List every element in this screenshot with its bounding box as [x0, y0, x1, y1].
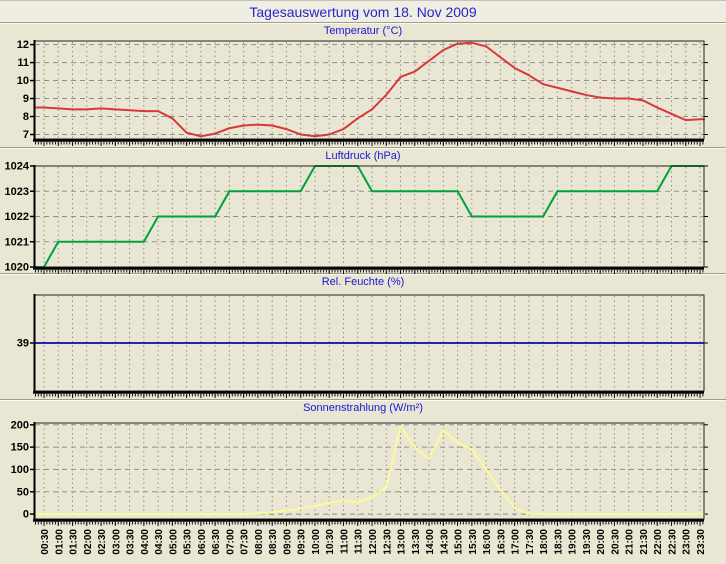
x-tick-label: 17:30: [525, 529, 536, 555]
x-tick-label: 09:00: [282, 529, 293, 555]
x-tick-label: 15:30: [468, 529, 479, 555]
x-tick-label: 01:30: [69, 529, 80, 555]
x-tick-label: 08:00: [254, 529, 265, 555]
y-tick-label: 8: [23, 111, 29, 123]
x-tick-label: 13:00: [397, 529, 408, 555]
x-tick-label: 15:00: [454, 529, 465, 555]
x-tick-label: 16:00: [482, 529, 493, 555]
x-tick-label: 10:30: [325, 529, 336, 555]
x-tick-label: 22:30: [667, 529, 678, 555]
x-tick-label: 02:00: [83, 529, 94, 555]
x-tick-label: 13:30: [411, 529, 422, 555]
y-tick-label: 50: [17, 486, 29, 498]
report-header: Tagesauswertung vom 18. Nov 2009: [0, 1, 726, 22]
y-tick-label: 100: [11, 464, 29, 476]
pressure-chart: 1020 1021 1022 1023 1024: [5, 161, 708, 274]
x-tick-label: 04:00: [140, 529, 151, 555]
x-tick-label: 04:30: [154, 529, 165, 555]
y-tick-label: 1024: [5, 161, 30, 173]
y-tick-label: 1023: [5, 186, 29, 198]
y-tick-label: 200: [11, 419, 29, 431]
x-tick-label: 01:00: [54, 529, 65, 555]
chart-title-temperature: Temperatur (°C): [323, 25, 403, 37]
chart-title-humidity: Rel. Feuchte (%): [321, 276, 405, 288]
y-tick-label: 1020: [5, 262, 29, 274]
x-tick-label: 14:30: [439, 529, 450, 555]
x-tick-label: 05:00: [168, 529, 179, 555]
y-tick-label: 1022: [5, 211, 29, 223]
y-tick-label: 150: [11, 442, 29, 454]
x-tick-label: 18:00: [539, 529, 550, 555]
y-tick-label: 10: [17, 75, 29, 87]
y-tick-label: 39: [17, 338, 29, 350]
x-tick-label: 14:00: [425, 529, 436, 555]
x-tick-label: 22:00: [653, 529, 664, 555]
y-tick-label: 7: [23, 129, 29, 141]
x-tick-label: 03:00: [111, 529, 122, 555]
pressure-series-line: [34, 165, 705, 268]
x-tick-label: 23:30: [696, 529, 707, 555]
x-tick-label: 06:00: [197, 529, 208, 555]
y-tick-label: 12: [17, 39, 29, 51]
y-tick-label: 11: [17, 57, 29, 69]
section-divider: [0, 399, 726, 400]
humidity-chart: 39: [17, 294, 708, 398]
x-tick-label: 03:30: [126, 529, 137, 555]
y-tick-label: 9: [23, 93, 29, 105]
x-tick-label: 21:00: [625, 529, 636, 555]
chart-title-pressure: Luftdruck (hPa): [325, 150, 401, 162]
x-tick-label: 11:30: [354, 529, 365, 554]
x-tick-label: 17:00: [511, 529, 522, 555]
y-tick-label: 1021: [5, 236, 29, 248]
temperature-plot-area: [35, 41, 704, 139]
x-tick-label: 19:30: [582, 529, 593, 555]
radiation-plot-area: [35, 423, 704, 519]
x-tick-label: 07:30: [240, 529, 251, 555]
x-tick-label: 11:00: [339, 529, 350, 554]
section-divider: [0, 147, 726, 148]
x-tick-label: 08:30: [268, 529, 279, 555]
x-tick-label: 10:00: [311, 529, 322, 555]
x-tick-label: 00:30: [40, 529, 51, 555]
x-tick-label: 21:30: [639, 529, 650, 555]
temperature-chart: 7 8 9 10 11 12: [17, 39, 708, 146]
x-tick-label: 19:00: [568, 529, 579, 555]
x-tick-label: 23:00: [682, 529, 693, 555]
x-tick-label: 02:30: [97, 529, 108, 555]
x-tick-label: 20:00: [596, 529, 607, 555]
section-divider: [0, 22, 726, 23]
x-tick-label: 16:30: [496, 529, 507, 555]
page-title: Tagesauswertung vom 18. Nov 2009: [249, 4, 477, 20]
y-tick-label: 0: [23, 509, 29, 521]
temperature-series-line: [34, 41, 705, 138]
x-tick-label: 20:30: [610, 529, 621, 555]
x-tick-label: 12:00: [368, 529, 379, 555]
x-tick-label: 18:30: [553, 529, 564, 555]
x-tick-label: 06:30: [211, 529, 222, 555]
x-tick-label: 07:00: [225, 529, 236, 555]
x-tick-label: 12:30: [382, 529, 393, 555]
x-tick-label: 09:30: [297, 529, 308, 555]
section-divider: [0, 273, 726, 274]
chart-title-radiation: Sonnenstrahlung (W/m²): [303, 402, 423, 414]
radiation-series-line: [34, 425, 705, 516]
x-tick-label: 05:30: [183, 529, 194, 555]
